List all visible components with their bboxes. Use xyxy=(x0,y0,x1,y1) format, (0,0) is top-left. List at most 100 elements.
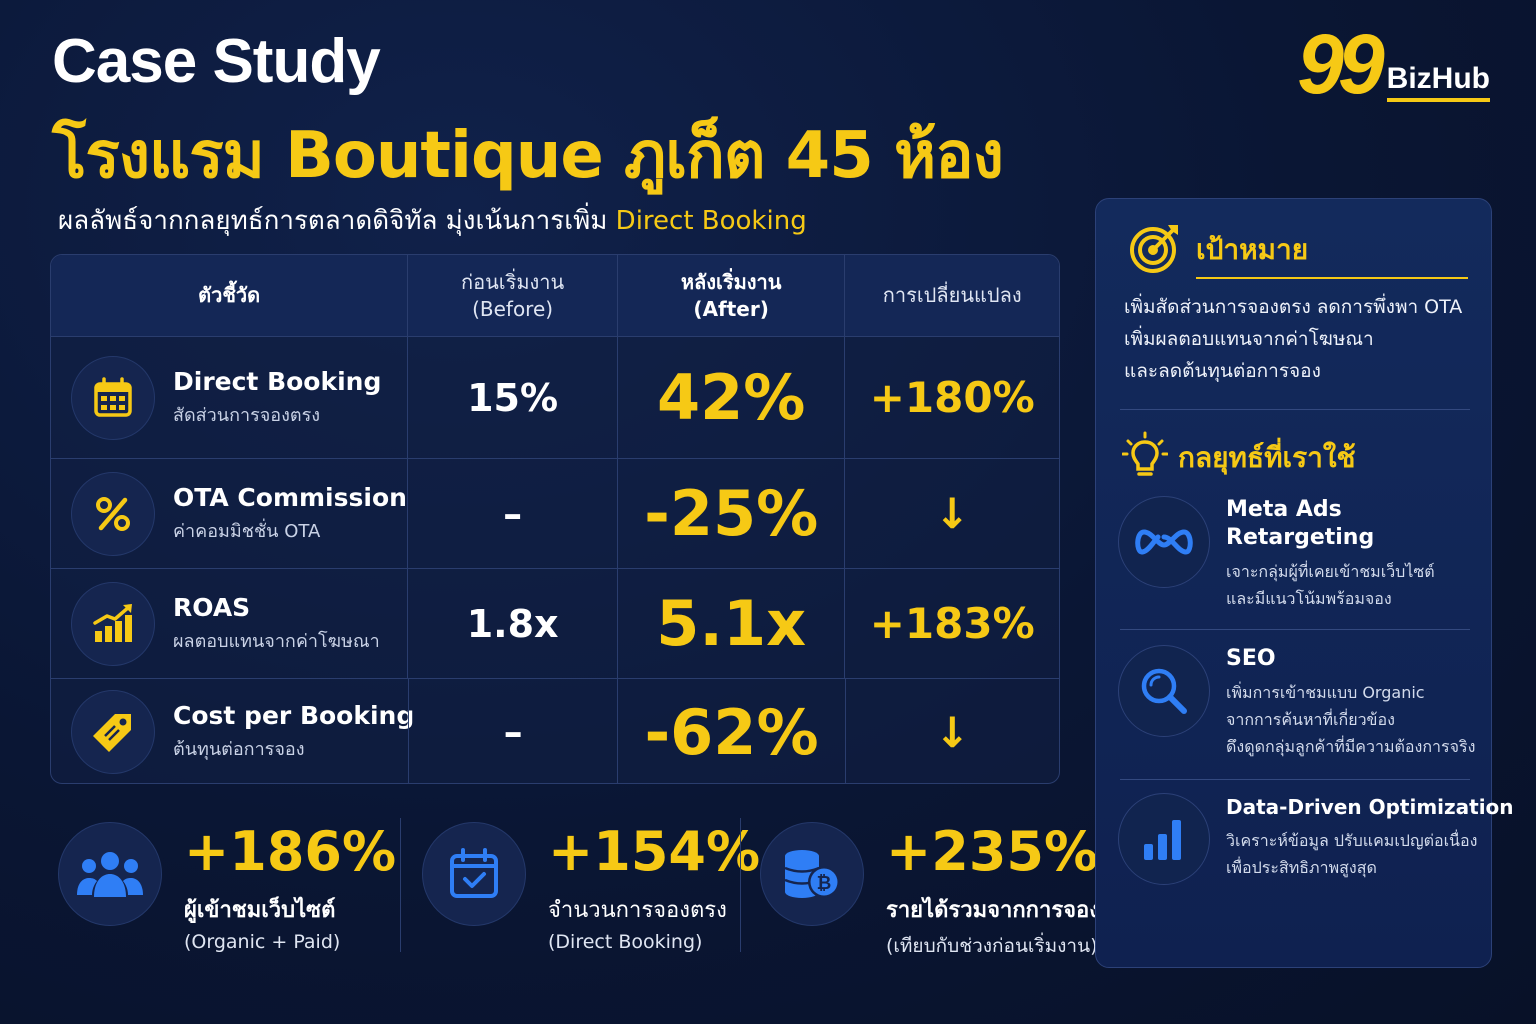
divider xyxy=(1120,779,1470,780)
before-value: – xyxy=(408,679,617,783)
stat-value: +235% xyxy=(886,820,1099,883)
header-before: ก่อนเริ่มงาน (Before) xyxy=(407,255,617,336)
goal-line: และลดต้นทุนต่อการจอง xyxy=(1124,360,1321,382)
metric-cell: Direct Booking สัดส่วนการจองตรง xyxy=(51,337,407,458)
metric-cell: OTA Commission ค่าคอมมิชชั่น OTA xyxy=(51,459,407,568)
goal-line: เพิ่มผลตอบแทนจากค่าโฆษณา xyxy=(1124,328,1374,350)
divider xyxy=(1120,409,1470,410)
subtitle-main: ผลลัพธ์จากกลยุทธ์การตลาดดิจิทัล มุ่งเน้น… xyxy=(58,206,608,236)
metric-name: ROAS xyxy=(173,592,251,622)
stat-sub: (Organic + Paid) xyxy=(184,931,341,953)
logo-text: BizHub xyxy=(1386,62,1490,102)
metric-sub: สัดส่วนการจองตรง xyxy=(173,404,321,426)
stat-sub: (Direct Booking) xyxy=(548,931,703,953)
desc-line: วิเคราะห์ข้อมูล ปรับแคมเปญต่อเนื่อง xyxy=(1226,831,1478,850)
strategy-item-meta: Meta Ads Retargeting เจาะกลุ่มผู้ที่เคยเ… xyxy=(1118,496,1435,612)
desc-line: เพื่อประสิทธิภาพสูงสุด xyxy=(1226,858,1377,877)
divider xyxy=(740,818,741,952)
divider xyxy=(400,818,401,952)
header-change: การเปลี่ยนแปลง xyxy=(844,255,1059,336)
stat-label: ผู้เข้าชมเว็บไซต์ xyxy=(184,898,336,923)
svg-text:₿: ₿ xyxy=(817,873,832,894)
header-after: หลังเริ่มงาน (After) xyxy=(616,255,845,336)
stat-value: +186% xyxy=(184,820,397,883)
strategy-desc: วิเคราะห์ข้อมูล ปรับแคมเปญต่อเนื่อง เพื่… xyxy=(1226,827,1514,881)
table-row: Cost per Booking ต้นทุนต่อการจอง – -62% … xyxy=(51,678,1059,783)
strategy-title: กลยุทธ์ที่เราใช้ xyxy=(1178,441,1356,474)
divider xyxy=(1120,629,1470,630)
goal-header: เป้าหมาย xyxy=(1128,221,1308,279)
metric-cell: Cost per Booking ต้นทุนต่อการจอง xyxy=(51,679,414,783)
case-study-title: Case Study xyxy=(52,27,381,96)
change-value: +183% xyxy=(844,569,1059,678)
desc-line: และมีแนวโน้มพร้อมจอง xyxy=(1226,589,1392,608)
metric-sub: ต้นทุนต่อการจอง xyxy=(173,739,305,760)
after-value: 5.1x xyxy=(616,569,845,678)
metrics-table: ตัวชี้วัด ก่อนเริ่มงาน (Before) หลังเริ่ม… xyxy=(50,254,1060,784)
lightbulb-icon xyxy=(1121,431,1169,485)
stat-label: จำนวนการจองตรง xyxy=(548,898,727,923)
strategy-name: SEO xyxy=(1226,646,1276,671)
meta-infinity-icon xyxy=(1118,496,1210,588)
after-value: 42% xyxy=(616,337,845,458)
stat-visitors: +186% ผู้เข้าชมเว็บไซต์ (Organic + Paid) xyxy=(58,820,396,960)
strategy-header: กลยุทธ์ที่เราใช้ xyxy=(1121,431,1356,485)
down-arrow-icon: ↓ xyxy=(844,459,1059,568)
goal-text: เพิ่มสัดส่วนการจองตรง ลดการพึ่งพา OTA เพ… xyxy=(1124,291,1462,387)
desc-line: เจาะกลุ่มผู้ที่เคยเข้าชมเว็บไซต์ xyxy=(1226,562,1435,581)
table-row: OTA Commission ค่าคอมมิชชั่น OTA – -25% … xyxy=(51,458,1059,568)
coins-icon: ₿ xyxy=(760,822,864,926)
strategy-desc: เพิ่มการเข้าชมแบบ Organic จากการค้นหาที่… xyxy=(1226,679,1475,760)
bar-chart-icon xyxy=(1118,793,1210,885)
table-row: Direct Booking สัดส่วนการจองตรง 15% 42% … xyxy=(51,336,1059,458)
down-arrow-icon: ↓ xyxy=(844,679,1059,783)
goal-strategy-panel: เป้าหมาย เพิ่มสัดส่วนการจองตรง ลดการพึ่ง… xyxy=(1095,198,1514,968)
strategy-name: Retargeting xyxy=(1226,525,1375,550)
strategy-item-seo: SEO เพิ่มการเข้าชมแบบ Organic จากการค้นห… xyxy=(1118,645,1475,760)
after-value: -25% xyxy=(616,459,845,568)
desc-line: เพิ่มการเข้าชมแบบ Organic xyxy=(1226,683,1425,702)
before-value: 15% xyxy=(407,337,617,458)
change-value: +180% xyxy=(844,337,1059,458)
bizhub-logo: 99 BizHub xyxy=(1297,22,1490,106)
metric-sub: ค่าคอมมิชชั่น OTA xyxy=(173,520,321,542)
stat-value: +154% xyxy=(548,820,761,883)
metric-cell: ROAS ผลตอบแทนจากค่าโฆษณา xyxy=(51,569,407,678)
strategy-name: Meta Ads xyxy=(1226,497,1342,522)
price-tag-icon xyxy=(71,690,155,774)
subtitle: ผลลัพธ์จากกลยุทธ์การตลาดดิจิทัล มุ่งเน้น… xyxy=(58,200,807,241)
stat-revenue: ₿ +235% รายได้รวมจากการจองตรง (เทียบกับช… xyxy=(760,820,1137,960)
target-icon xyxy=(1128,221,1182,279)
subtitle-highlight: Direct Booking xyxy=(615,206,807,236)
table-row: ROAS ผลตอบแทนจากค่าโฆษณา 1.8x 5.1x +183% xyxy=(51,568,1059,678)
strategy-desc: เจาะกลุ่มผู้ที่เคยเข้าชมเว็บไซต์ และมีแน… xyxy=(1226,558,1435,612)
goal-line: เพิ่มสัดส่วนการจองตรง ลดการพึ่งพา OTA xyxy=(1124,296,1463,318)
calendar-check-icon xyxy=(422,822,526,926)
header-before-en: (Before) xyxy=(472,296,554,321)
stat-bookings: +154% จำนวนการจองตรง (Direct Booking) xyxy=(422,820,760,960)
metric-sub: ผลตอบแทนจากค่าโฆษณา xyxy=(173,630,380,652)
after-value: -62% xyxy=(617,679,844,783)
desc-line: จากการค้นหาที่เกี่ยวข้อง xyxy=(1226,710,1395,729)
metric-name: Direct Booking xyxy=(173,366,382,396)
strategy-name: Data-Driven Optimization xyxy=(1226,795,1514,819)
before-value: 1.8x xyxy=(407,569,617,678)
before-value: – xyxy=(407,459,617,568)
percent-icon xyxy=(71,471,155,556)
desc-line: ดึงดูดกลุ่มลูกค้าที่มีความต้องการจริง xyxy=(1226,737,1476,756)
stat-sub: (เทียบกับช่วงก่อนเริ่มงาน) xyxy=(886,935,1098,957)
goal-title: เป้าหมาย xyxy=(1196,233,1309,266)
goal-underline xyxy=(1196,277,1468,279)
growth-chart-icon xyxy=(71,581,155,666)
metric-name: OTA Commission xyxy=(173,482,407,512)
metric-name: Cost per Booking xyxy=(173,701,415,730)
magnifier-icon xyxy=(1118,645,1210,737)
header-before-th: ก่อนเริ่มงาน xyxy=(460,269,565,294)
users-icon xyxy=(58,822,162,926)
hotel-title: โรงแรม Boutique ภูเก็ต 45 ห้อง xyxy=(52,119,1004,193)
header-after-th: หลังเริ่มงาน xyxy=(680,269,782,294)
logo-number: 99 xyxy=(1297,17,1384,111)
calendar-icon xyxy=(71,355,155,440)
strategy-item-data: Data-Driven Optimization วิเคราะห์ข้อมูล… xyxy=(1118,793,1514,885)
header-metric: ตัวชี้วัด xyxy=(198,283,261,307)
